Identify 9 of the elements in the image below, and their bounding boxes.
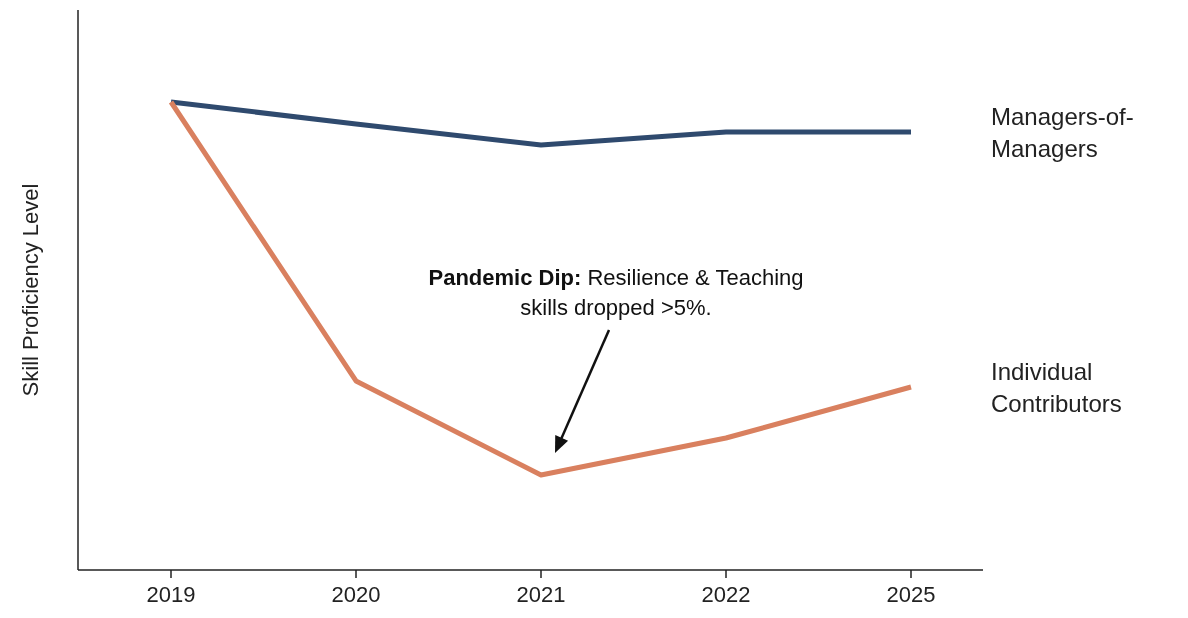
y-axis-title: Skill Proficiency Level <box>18 183 43 397</box>
x-tick-label: 2019 <box>146 582 196 607</box>
annotation: Pandemic Dip: Resilience & Teaching skills dropped >5%. <box>428 265 804 320</box>
text: Managers-of-Managers <box>991 102 1134 162</box>
x-tick-label: 2025 <box>886 582 936 607</box>
x-tick-label: 2021 <box>516 582 566 607</box>
x-tick-label: 2020 <box>331 582 381 607</box>
x-tick-label: 2022 <box>701 582 751 607</box>
text: Individual Contributors <box>991 358 1122 418</box>
